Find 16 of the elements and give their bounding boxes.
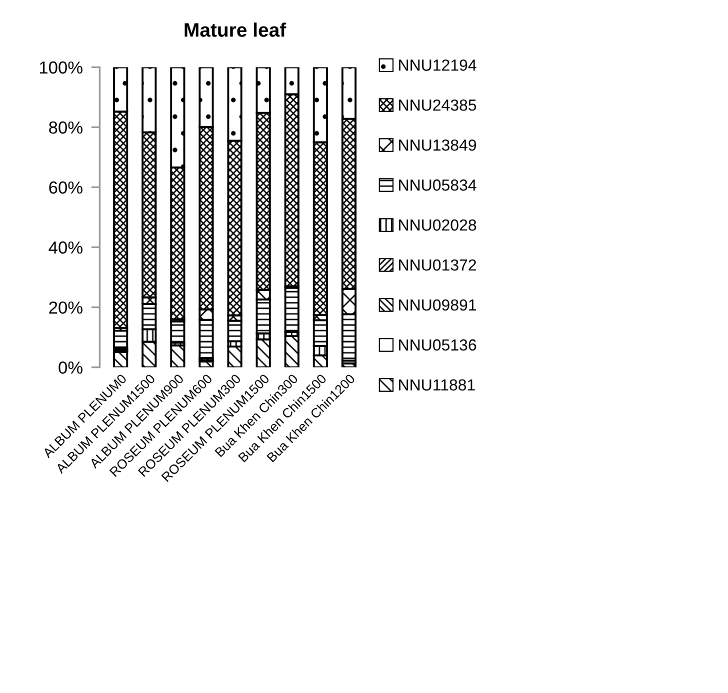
legend-label: NNU05136	[399, 339, 476, 351]
legend-label: NNU12194	[399, 60, 476, 71]
y-tick-label: 60%	[49, 181, 82, 194]
legend-label: NNU09891	[399, 299, 476, 311]
y-tick-label: 20%	[49, 301, 82, 314]
chart-title: Mature leaf	[184, 22, 286, 37]
legend-label: NNU11881	[399, 379, 475, 391]
y-tick-label: 40%	[48, 241, 82, 254]
legend-label: NNU13849	[399, 139, 476, 151]
y-tick-label: 0%	[58, 361, 82, 374]
legend-label: NNU24385	[399, 99, 476, 111]
legend-label: NNU01372	[399, 259, 476, 271]
y-tick-label: 100%	[40, 61, 82, 74]
y-tick-label: 80%	[49, 121, 82, 134]
legend-label: NNU05834	[399, 179, 476, 191]
legend-label: NNU02028	[399, 219, 476, 231]
